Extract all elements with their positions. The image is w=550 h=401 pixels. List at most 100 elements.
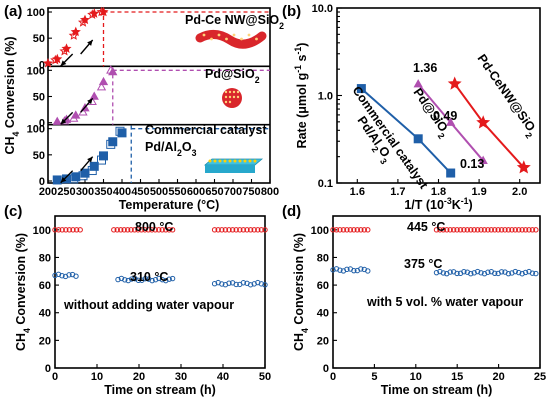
panel-d-point <box>505 227 512 233</box>
panel-c-point <box>247 282 254 288</box>
panel-a-arrow-heat-head <box>87 40 93 46</box>
panel-c-point <box>233 227 239 233</box>
panel-c-point <box>135 277 142 284</box>
nanowire-dot <box>210 37 213 41</box>
panel-c-point <box>215 227 221 233</box>
panel-c-point <box>149 277 155 284</box>
panel-d-point <box>440 227 447 233</box>
panel-b-point <box>446 117 456 126</box>
panel-d-point <box>516 227 522 233</box>
panel-c-point <box>59 273 65 279</box>
panel-d-point <box>361 227 367 233</box>
panel-d-point <box>478 270 484 276</box>
panel-c-point <box>142 275 149 282</box>
panel-d-point <box>512 227 519 233</box>
support-dot <box>253 159 257 163</box>
panel-d-point <box>522 269 529 276</box>
support-dot <box>243 159 247 163</box>
panel-d-ytick-label: 20 <box>317 335 329 347</box>
nanowire-dot <box>217 33 221 37</box>
panel-d-point <box>505 270 512 277</box>
panel-d-point <box>468 271 474 277</box>
panel-d-xtick-label: 0 <box>330 371 336 383</box>
panel-d-point <box>492 227 498 233</box>
panel-c-point <box>169 275 176 282</box>
panel-c-label: (c) <box>4 203 22 220</box>
panel-d-ylabel: CH4 Conversion (%) <box>292 233 310 351</box>
panel-a-heating-point <box>52 116 62 125</box>
sphere-dot <box>228 95 232 99</box>
panel-d-xtick-label: 25 <box>534 371 546 383</box>
panel-d-xtick-label: 5 <box>371 371 377 383</box>
panel-c-xtick-label: 0 <box>52 371 58 383</box>
panel-b-ytick-label: 1.0 <box>318 91 333 103</box>
panel-a-cooling-point <box>77 17 89 27</box>
panel-a-xtick-label: 400 <box>113 186 131 198</box>
support-icon-body <box>205 165 255 173</box>
panel-d-point <box>358 227 364 233</box>
panel-d-xtick-label: 10 <box>410 371 422 383</box>
nanowire-dot <box>225 37 228 41</box>
panel-c-point <box>240 227 247 233</box>
panel-c-point <box>258 227 265 233</box>
nanowire-dot <box>247 33 251 37</box>
panel-c-point <box>111 227 117 233</box>
panel-d-point <box>519 227 525 233</box>
panel-d-label: (d) <box>282 203 301 220</box>
panel-c-temp-label: 310 °C <box>130 270 168 284</box>
panel-c-point <box>166 227 172 233</box>
panel-d-point <box>468 227 474 233</box>
panel-b-xlabel: 1/T (10-3K-1) <box>404 196 472 212</box>
panel-d-point <box>492 270 498 277</box>
sphere-dot <box>232 95 236 99</box>
panel-b-point <box>356 84 366 94</box>
panel-a-ytick-label: 50 <box>33 92 45 104</box>
panel-d-xtick-label: 20 <box>492 371 504 383</box>
panel-b-annotation: 0.13 <box>460 157 484 171</box>
panel-c-point <box>247 227 254 233</box>
panel-a-cooling-point <box>68 30 79 40</box>
panel-c-point <box>114 227 120 233</box>
panel-d-point <box>471 270 477 276</box>
panel-b-point <box>516 160 531 174</box>
panel-a-arrow-cool-head <box>60 118 67 125</box>
panel-c-point <box>73 227 80 233</box>
sphere-dot <box>228 100 232 104</box>
panel-b-label: (b) <box>282 3 301 20</box>
panel-c-point <box>211 281 218 287</box>
panel-b-xtick-label: 1.9 <box>471 186 486 198</box>
panel-a-cooling-point <box>87 166 97 176</box>
panel-c-point <box>118 227 124 233</box>
panel-a-cooling-point <box>106 65 116 74</box>
panel-a-xtick-label: 500 <box>150 186 168 198</box>
panel-d-ytick-label: 0 <box>323 363 329 375</box>
panel-a-xlabel: Temperature (°C) <box>119 198 220 212</box>
panel-d-temp-label: 375 °C <box>404 257 442 271</box>
panel-c-point <box>131 227 138 233</box>
panel-c-point <box>162 227 169 233</box>
panel-a-arrow-cool-head <box>60 177 67 183</box>
support-dot <box>213 159 217 163</box>
panel-a-heating-point <box>117 128 127 138</box>
nanowire-icon <box>195 30 267 49</box>
nanowire-dot <box>240 37 243 41</box>
panel-a-ylabel: CH4 Conversion (%) <box>3 36 21 154</box>
panel-c-xlabel: Time on stream (h) <box>104 383 216 397</box>
panel-d-point <box>502 227 508 233</box>
panel-d-condition-label: with 5 vol. % water vapour <box>366 295 523 309</box>
panel-d-point <box>330 227 336 233</box>
panel-a-heating-point <box>80 168 90 178</box>
panel-c-point <box>258 281 265 287</box>
panel-d-point <box>337 227 343 233</box>
panel-c-point <box>77 227 83 233</box>
panel-c-xtick-label: 10 <box>91 371 103 383</box>
panel-d-point <box>481 227 488 233</box>
support-dot <box>228 159 232 163</box>
panel-c-ytick-label: 40 <box>39 308 51 320</box>
panel-d-point <box>488 227 495 233</box>
panel-a-ytick-label: 50 <box>33 33 45 45</box>
panel-d-point <box>457 227 464 233</box>
panel-c-point <box>229 227 236 233</box>
panel-c-point <box>115 276 121 283</box>
